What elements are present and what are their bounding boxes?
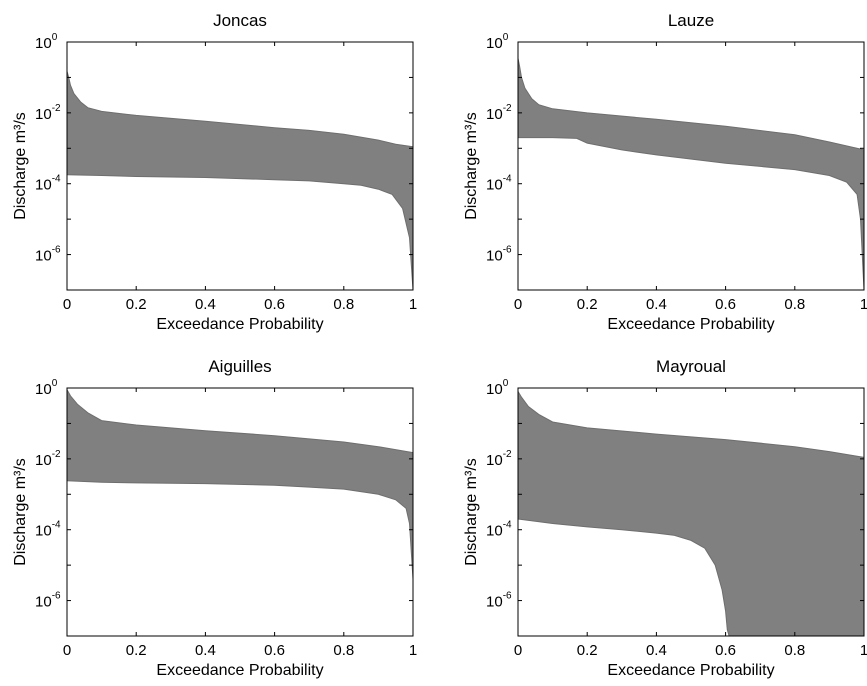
y-tick-label: 10-4 xyxy=(486,520,512,540)
y-tick-label: 100 xyxy=(486,378,509,398)
x-axis-label: Exceedance Probability xyxy=(607,662,774,679)
x-tick-label: 0.8 xyxy=(784,642,805,659)
x-tick-label: 0 xyxy=(63,642,71,659)
y-axis-label: Discharge m³/s xyxy=(463,458,480,566)
x-tick-label: 0.8 xyxy=(333,642,354,659)
x-tick-label: 0.2 xyxy=(126,296,147,313)
axes-box xyxy=(66,387,414,637)
x-tick-label: 0.6 xyxy=(264,642,285,659)
x-tick-label: 0.4 xyxy=(195,642,216,659)
y-tick-label: 10-4 xyxy=(35,520,61,540)
band-area xyxy=(67,71,413,290)
x-tick-label: 1 xyxy=(860,642,867,659)
x-tick-label: 0.6 xyxy=(264,296,285,313)
x-tick-label: 0.4 xyxy=(646,296,667,313)
y-tick-label: 10-6 xyxy=(35,591,61,611)
x-tick-label: 0.4 xyxy=(646,642,667,659)
y-axis-label: Discharge m³/s xyxy=(12,458,29,566)
series-line-upper xyxy=(66,71,414,148)
y-tick-label: 100 xyxy=(35,32,58,52)
y-tick-label: 10-6 xyxy=(486,591,512,611)
y-tick-label: 100 xyxy=(486,32,509,52)
chart-title: Mayroual xyxy=(656,357,726,376)
x-tick-label: 0.8 xyxy=(333,296,354,313)
y-tick-label: 10-6 xyxy=(35,245,61,265)
axes-box xyxy=(517,387,865,637)
y-tick-label: 100 xyxy=(35,378,58,398)
y-tick-label: 10-2 xyxy=(486,103,512,123)
series-line-lower xyxy=(517,518,864,637)
x-tick-label: 0 xyxy=(514,642,522,659)
x-tick-label: 0 xyxy=(514,296,522,313)
x-tick-label: 0 xyxy=(63,296,71,313)
x-tick-label: 0.4 xyxy=(195,296,216,313)
x-axis-label: Exceedance Probability xyxy=(607,316,774,333)
chart-title: Joncas xyxy=(213,11,267,30)
x-tick-label: 1 xyxy=(409,642,417,659)
band-area xyxy=(518,58,864,291)
y-tick-label: 10-2 xyxy=(35,103,61,123)
y-axis-label: Discharge m³/s xyxy=(12,112,29,220)
series-line-lower xyxy=(66,174,414,291)
axes-box xyxy=(66,41,414,291)
chart-panel-aiguilles: 0 0.2 0.4 0.6 0.8 1 100 10-2 10-4 10-6 Aiguilles Ex… xyxy=(12,357,417,679)
series-line-lower xyxy=(66,480,414,580)
y-tick-label: 10-6 xyxy=(486,245,512,265)
chart-panel-lauze: 0 0.2 0.4 0.6 0.8 1 100 10-2 10-4 10-6 Lauze Exceed… xyxy=(463,11,867,333)
x-tick-label: 0.6 xyxy=(715,642,736,659)
chart-panel-mayroual: 0 0.2 0.4 0.6 0.8 1 100 10-2 10-4 10-6 Mayroual Exc… xyxy=(463,357,867,679)
chart-title: Lauze xyxy=(668,11,714,30)
x-tick-label: 1 xyxy=(860,296,867,313)
band-area xyxy=(518,391,864,636)
x-tick-label: 1 xyxy=(409,296,417,313)
series-line-lower xyxy=(518,137,865,291)
x-axis-label: Exceedance Probability xyxy=(156,662,323,679)
band-area xyxy=(67,389,413,580)
x-tick-label: 0.2 xyxy=(577,642,598,659)
series-line-upper xyxy=(66,389,414,454)
y-axis-label: Discharge m³/s xyxy=(463,112,480,220)
chart-title: Aiguilles xyxy=(208,357,271,376)
x-tick-label: 0.6 xyxy=(715,296,736,313)
axes-box xyxy=(517,41,865,291)
x-tick-label: 0.8 xyxy=(784,296,805,313)
x-tick-label: 0.2 xyxy=(126,642,147,659)
y-tick-label: 10-4 xyxy=(486,174,512,194)
series-line-upper xyxy=(517,391,865,458)
y-tick-label: 10-4 xyxy=(35,174,61,194)
chart-panel-joncas: 0 0.2 0.4 0.6 0.8 1 100 10-2 10-4 10-6 Joncas Excee… xyxy=(12,11,417,333)
y-tick-label: 10-2 xyxy=(486,449,512,469)
x-tick-label: 0.2 xyxy=(577,296,598,313)
y-tick-label: 10-2 xyxy=(35,449,61,469)
x-axis-label: Exceedance Probability xyxy=(156,316,323,333)
